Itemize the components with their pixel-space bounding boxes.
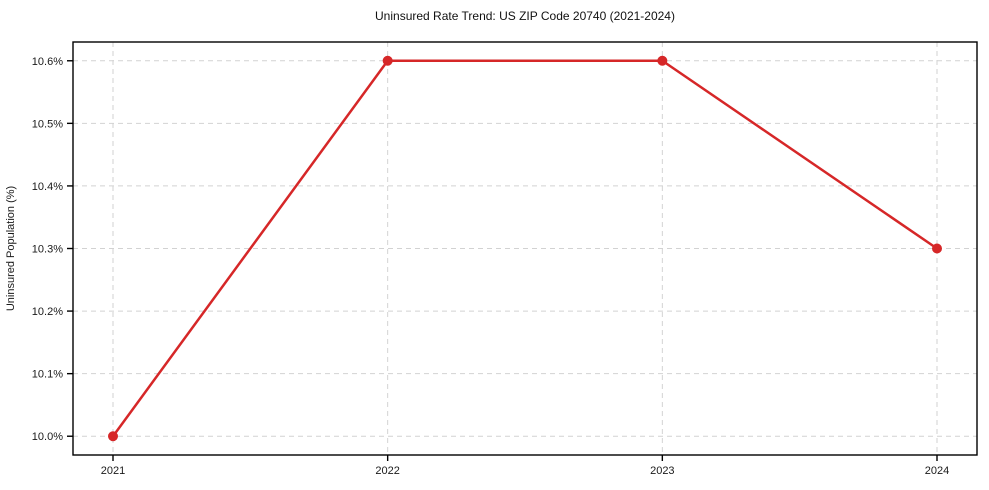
x-tick-label: 2021	[101, 465, 125, 477]
data-point-marker	[932, 243, 942, 254]
y-tick-label: 10.3%	[32, 244, 63, 256]
x-tick-label: 2023	[650, 465, 674, 477]
x-tick-label: 2024	[925, 465, 949, 477]
y-tick-label: 10.1%	[32, 369, 63, 381]
y-tick-label: 10.4%	[32, 181, 63, 193]
y-tick-label: 10.6%	[32, 56, 63, 68]
data-point-marker	[382, 55, 393, 66]
x-tick-label: 2022	[375, 465, 399, 477]
data-point-marker	[108, 431, 118, 442]
y-axis-label: Uninsured Population (%)	[5, 186, 17, 311]
trend-line	[111, 59, 939, 438]
data-point-marker	[657, 55, 668, 66]
y-tick-label: 10.2%	[32, 306, 63, 318]
y-tick-label: 10.5%	[32, 118, 63, 130]
y-tick-label: 10.0%	[32, 431, 63, 443]
chart-title: Uninsured Rate Trend: US ZIP Code 20740 …	[375, 9, 675, 23]
